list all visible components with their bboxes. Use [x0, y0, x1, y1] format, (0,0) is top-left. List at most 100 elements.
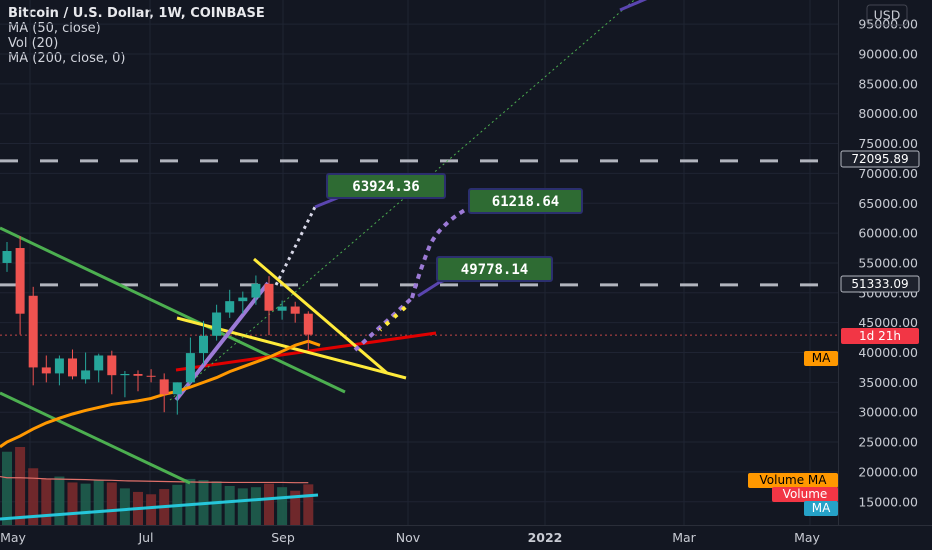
callout-value: 61218.64	[492, 194, 559, 210]
volume-bar	[93, 480, 104, 525]
y-tick-label: 65000.00	[858, 196, 918, 211]
volume-bar	[146, 494, 157, 525]
x-tick-label: Mar	[672, 530, 696, 545]
countdown-tag-text: 1d 21h	[859, 329, 901, 343]
candle-body	[28, 295, 38, 368]
candle-body	[303, 313, 313, 335]
candle-body	[94, 355, 104, 371]
volume-tag: Volume	[772, 487, 838, 502]
projection-callout[interactable]: 63924.36	[326, 173, 446, 199]
candle-body	[185, 353, 195, 383]
legend-ma200[interactable]: MA (200, close, 0)	[8, 51, 126, 66]
candle-body	[68, 358, 77, 377]
ma-tag-text: MA	[812, 351, 831, 365]
volume-bar	[237, 488, 248, 525]
x-tick-label: Jul	[137, 530, 153, 545]
ma50-line	[0, 339, 321, 449]
volume-bar	[290, 490, 301, 525]
volume-bar	[106, 482, 117, 525]
y-tick-label: 20000.00	[858, 464, 918, 479]
candle-body	[277, 306, 287, 311]
volume-tag-text: Volume	[783, 487, 828, 501]
y-tick-label: 55000.00	[858, 255, 918, 270]
y-tick-label: 80000.00	[858, 106, 918, 121]
volume-bar	[67, 482, 78, 525]
y-tick-label: 70000.00	[858, 166, 918, 181]
symbol-title[interactable]: Bitcoin / U.S. Dollar, 1W, COINBASE	[8, 6, 265, 21]
volume-bar	[224, 486, 235, 525]
projection-callout[interactable]: 61218.64	[468, 188, 583, 214]
projection-callouts[interactable]: 63924.36 61218.64 49778.14	[326, 173, 583, 282]
ma-tag: MA	[804, 351, 838, 366]
currency-badge-border	[866, 4, 908, 26]
candle-body	[199, 335, 208, 354]
volume-ma-tag: Volume MA	[748, 473, 838, 488]
volume-bar	[15, 447, 26, 525]
y-tick-label: 30000.00	[858, 405, 918, 420]
ma-tag-bg	[804, 351, 838, 366]
projection-dotted-yellow	[378, 301, 412, 332]
callout-box	[468, 188, 583, 214]
candle-body	[290, 306, 300, 314]
projection-callout[interactable]: 49778.14	[436, 256, 553, 282]
candle-body	[251, 283, 261, 298]
callout-value: 49778.14	[461, 262, 528, 278]
candlesticks[interactable]	[2, 236, 313, 415]
legend-ma50[interactable]: MA (50, close)	[8, 21, 101, 36]
candle-body	[225, 301, 235, 313]
candle-body	[264, 283, 274, 311]
volume-ma-tag-bg	[748, 473, 838, 488]
candle-body	[107, 355, 117, 376]
moving-averages	[0, 339, 321, 449]
chart-legend: Bitcoin / U.S. Dollar, 1W, COINBASE MA (…	[8, 6, 265, 66]
candle-body	[54, 358, 64, 374]
candle-body	[133, 373, 143, 376]
volume-bars	[0, 447, 319, 525]
vol-ma-tag-text: MA	[812, 501, 831, 515]
vol-ma-tag-bg	[804, 501, 838, 516]
time-axis[interactable]: May Jul Sep Nov 2022 Mar May	[0, 530, 820, 545]
level-high-tag: 72095.89	[840, 150, 920, 168]
projection-dotted-white	[274, 206, 317, 286]
y-tick-label: 85000.00	[858, 76, 918, 91]
x-tick-label: Nov	[396, 530, 421, 545]
currency-badge[interactable]: USD	[866, 4, 908, 26]
legend-volume[interactable]: Vol (20)	[8, 36, 59, 51]
volume-bar	[303, 484, 314, 525]
y-tick-label: 95000.00	[858, 17, 918, 32]
y-tick-label: 75000.00	[858, 136, 918, 151]
level-low-tag-text: 51333.09	[851, 277, 908, 291]
callout-box	[326, 173, 446, 199]
projection-arc-top	[619, 0, 648, 12]
volume-bar	[80, 483, 91, 525]
x-tick-label: May	[0, 530, 26, 545]
countdown-tag-bg	[841, 328, 919, 344]
y-tick-label: 40000.00	[858, 345, 918, 360]
y-tick-label: 15000.00	[858, 494, 918, 509]
callout-box	[436, 256, 553, 282]
price-axis[interactable]: 95000.00 90000.00 85000.00 80000.00 75000.00…	[858, 4, 918, 509]
candle-body	[212, 312, 222, 336]
projection-dotted-purple	[353, 296, 414, 352]
green-trendline-upper	[0, 226, 346, 394]
volume-bar	[185, 478, 196, 525]
trend-drawings[interactable]	[0, 0, 648, 485]
green-trendline-lower	[0, 391, 191, 485]
y-tick-label: 60000.00	[858, 226, 918, 241]
volume-tag-bg	[772, 487, 838, 502]
triangle-upper	[253, 257, 388, 375]
candle-body	[41, 367, 51, 374]
candle-body	[81, 370, 91, 380]
volume-ma-tag-text: Volume MA	[759, 473, 827, 487]
y-tick-label: 45000.00	[858, 315, 918, 330]
currency-label: USD	[874, 8, 901, 23]
volume-bar	[2, 451, 12, 525]
volume-bar	[264, 483, 274, 525]
level-low-tag-bg	[840, 275, 920, 293]
candle-body	[238, 297, 248, 302]
volume-bar	[277, 487, 288, 525]
vol-ma-tag: MA	[804, 501, 838, 516]
x-tick-label: May	[794, 530, 820, 545]
